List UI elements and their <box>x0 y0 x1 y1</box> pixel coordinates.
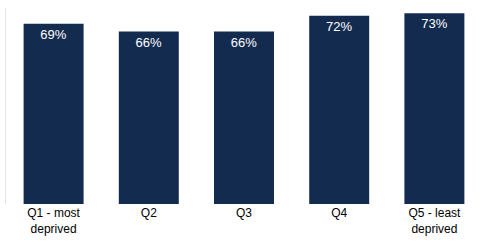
svg-text:69%: 69% <box>40 27 66 42</box>
svg-text:Q5 - leastdeprived: Q5 - leastdeprived <box>408 206 461 236</box>
svg-text:Q1 - mostdeprived: Q1 - mostdeprived <box>27 206 80 236</box>
svg-text:73%: 73% <box>421 16 447 31</box>
svg-text:66%: 66% <box>136 35 162 50</box>
svg-text:72%: 72% <box>326 19 352 34</box>
svg-text:66%: 66% <box>231 35 257 50</box>
svg-text:Q3: Q3 <box>236 206 252 220</box>
svg-text:Q2: Q2 <box>141 206 157 220</box>
svg-text:Q4: Q4 <box>331 206 347 220</box>
